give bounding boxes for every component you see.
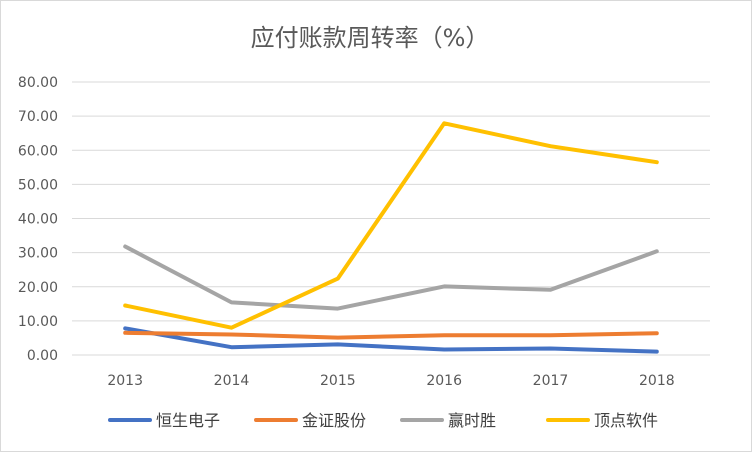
legend-label-2: 赢时胜 <box>448 411 496 430</box>
x-tick-label: 2017 <box>533 373 569 389</box>
x-tick-label: 2015 <box>320 373 356 389</box>
y-tick-label: 30.00 <box>18 246 58 262</box>
series-line-0 <box>123 326 659 354</box>
legend-label-0: 恒生电子 <box>156 411 220 430</box>
gridlines <box>72 81 710 356</box>
y-tick-label: 70.00 <box>18 109 58 125</box>
legend-label-3: 顶点软件 <box>594 411 658 430</box>
x-axis: 2013 2014 2015 2016 2017 2018 <box>107 373 674 389</box>
chart-title: 应付账款周转率（%） <box>251 24 490 52</box>
series-line-3 <box>123 121 659 330</box>
x-tick-label: 2014 <box>214 373 250 389</box>
series-line-1 <box>123 330 659 340</box>
y-tick-label: 20.00 <box>18 280 58 296</box>
x-tick-label: 2016 <box>426 373 462 389</box>
series-line-2 <box>123 244 659 311</box>
y-axis: 0.00 10.00 20.00 30.00 40.00 50.00 60.00 70.00 8… <box>18 75 58 364</box>
legend-label-1: 金证股份 <box>302 411 366 430</box>
y-tick-label: 80.00 <box>18 75 58 91</box>
series-lines <box>123 121 659 354</box>
legend: 恒生电子 金证股份 赢时胜 顶点软件 <box>108 411 658 430</box>
y-tick-label: 10.00 <box>18 314 58 330</box>
y-tick-label: 60.00 <box>18 143 58 159</box>
y-tick-label: 0.00 <box>27 348 58 364</box>
x-tick-label: 2013 <box>107 373 143 389</box>
y-tick-label: 40.00 <box>18 212 58 228</box>
y-tick-label: 50.00 <box>18 177 58 193</box>
x-tick-label: 2018 <box>639 373 675 389</box>
